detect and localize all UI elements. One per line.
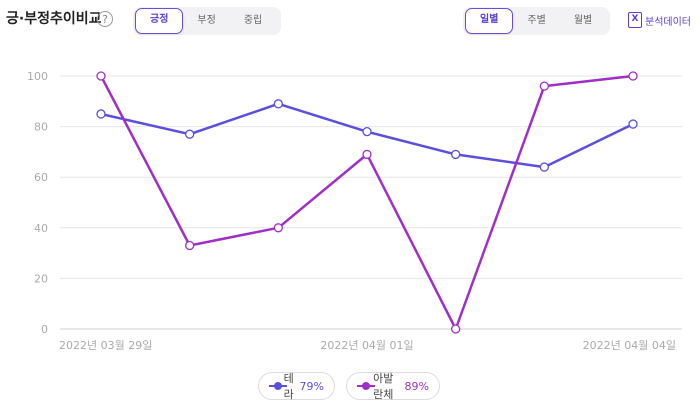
legend-label: 아발란체 xyxy=(373,372,394,401)
period-tab-group: 일별 주별 월별 xyxy=(463,7,610,35)
page-title: 긍·부정추이비교 xyxy=(6,11,102,27)
legend-item-terra[interactable]: 테라 79% xyxy=(258,372,335,401)
sentiment-tab-group: 긍정 부정 중립 xyxy=(133,7,281,35)
analysis-data-button[interactable]: X 분석데이터 xyxy=(628,12,691,28)
data-point xyxy=(96,109,106,119)
data-point xyxy=(628,71,638,81)
tab-daily[interactable]: 일별 xyxy=(465,8,514,34)
tab-monthly[interactable]: 월별 xyxy=(573,15,593,26)
data-point xyxy=(451,324,461,334)
data-point xyxy=(628,119,638,129)
data-point xyxy=(96,71,106,81)
data-point xyxy=(362,127,372,137)
data-point xyxy=(185,129,195,139)
data-point xyxy=(539,162,549,172)
data-point xyxy=(362,149,372,160)
y-tick-label: 100 xyxy=(27,70,48,83)
tab-neutral[interactable]: 중립 xyxy=(243,15,263,26)
data-point xyxy=(539,81,549,91)
legend-percent: 79% xyxy=(299,379,324,393)
tab-positive[interactable]: 긍정 xyxy=(135,8,184,34)
legend-marker-icon xyxy=(357,381,375,391)
y-tick-label: 20 xyxy=(34,272,48,285)
tab-weekly[interactable]: 주별 xyxy=(527,15,546,26)
y-tick-label: 60 xyxy=(34,171,48,184)
series-line-1 xyxy=(99,74,634,331)
x-tick-label: 2022년 04월 04일 xyxy=(583,338,676,352)
y-tick-label: 80 xyxy=(34,121,48,134)
y-tick-label: 0 xyxy=(41,323,48,336)
x-tick-label: 2022년 04월 01일 xyxy=(320,338,413,352)
data-point xyxy=(185,240,195,251)
legend-marker-icon xyxy=(269,381,287,391)
y-tick-label: 40 xyxy=(34,222,48,235)
data-point xyxy=(451,149,461,160)
trend-line-chart: 0 20 40 60 80 100 2022년 03월 29일 2022년 04월 01일 20… xyxy=(27,70,682,352)
legend-item-avalanche[interactable]: 아발란체 89% xyxy=(346,372,440,401)
x-tick-label: 2022년 03월 29일 xyxy=(59,338,152,352)
help-icon[interactable]: ? xyxy=(97,11,113,27)
tab-negative[interactable]: 부정 xyxy=(197,15,216,26)
legend-label: 테라 xyxy=(283,372,294,401)
data-point xyxy=(273,99,283,109)
data-point xyxy=(273,223,283,233)
excel-icon: X xyxy=(628,12,642,28)
legend-percent: 89% xyxy=(404,379,429,393)
analysis-data-label: 분석데이터 xyxy=(645,16,691,28)
